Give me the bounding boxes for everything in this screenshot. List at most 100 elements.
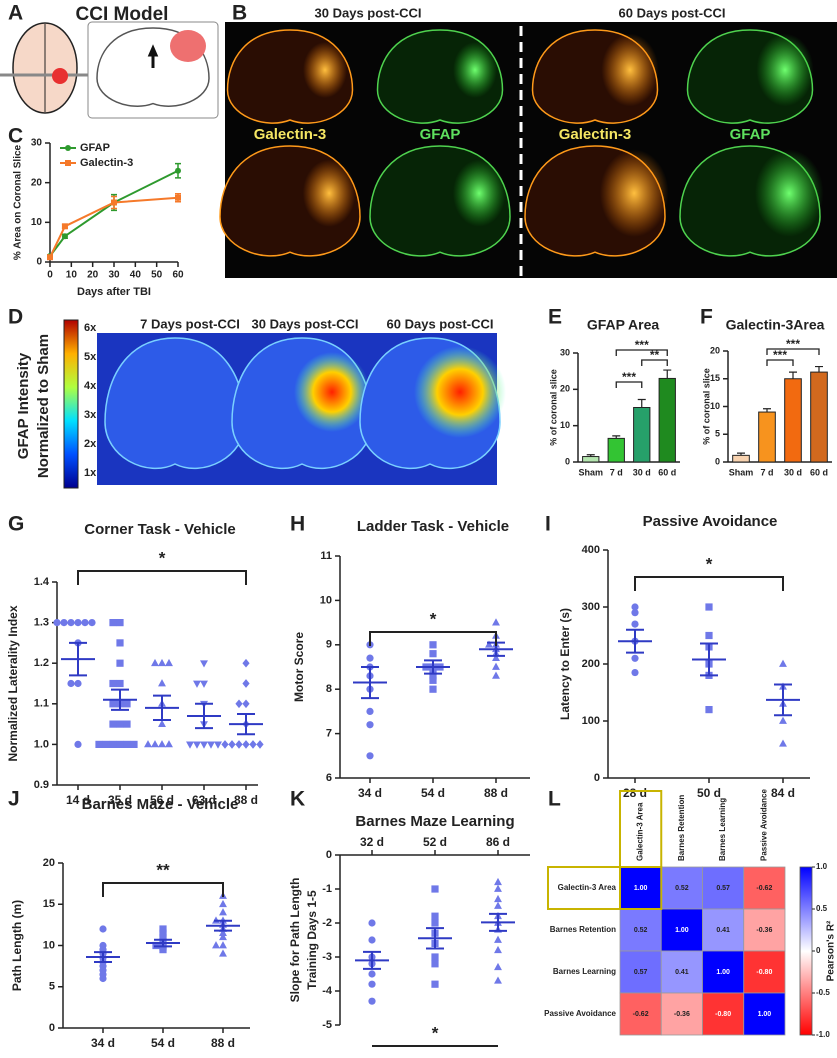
row-label: Barnes Retention (550, 925, 616, 934)
data-point (151, 658, 159, 667)
data-point (109, 700, 117, 708)
highlight-box (619, 866, 663, 910)
bar (658, 377, 676, 463)
data-point (158, 719, 166, 727)
x-tick-label: 7 d (760, 467, 773, 477)
data-point (779, 739, 787, 747)
intensity-hotspot (294, 352, 370, 432)
data-point (111, 199, 117, 206)
significance-label: ** (650, 348, 660, 362)
colorbar-title: Pearson's R² (826, 920, 837, 981)
x-tick-label: 88 d (484, 786, 508, 800)
data-point (429, 685, 437, 693)
heatmap-cell (660, 908, 703, 952)
x-tick-label: 56 d (150, 793, 174, 807)
error-bar (426, 927, 444, 950)
data-point (242, 699, 250, 709)
panel-letter: D (8, 306, 23, 329)
data-point (219, 932, 227, 941)
data-point (175, 194, 181, 201)
colorbar-title: Normalized to Sham (35, 334, 52, 478)
data-point (242, 740, 250, 749)
y-tick-label: 200 (582, 658, 600, 670)
y-axis-label: Motor Score (292, 632, 306, 702)
y-tick-label: 0.9 (34, 779, 49, 791)
data-point (109, 679, 117, 688)
error-bar (195, 702, 213, 730)
column-title: 7 Days post-CCI (140, 316, 240, 331)
bar (732, 454, 750, 463)
y-tick-label: 1.2 (34, 657, 49, 669)
x-tick-label: 54 d (421, 786, 445, 800)
y-axis-label: % Area on Coronal Slice (13, 144, 24, 260)
colorbar-tick-label: -0.5 (816, 988, 830, 997)
error-bar (637, 398, 646, 408)
cell-label: 0.41 (675, 969, 689, 976)
stain-label: GFAP (730, 126, 771, 143)
x-tick-label: 88 d (211, 1036, 235, 1050)
panel-letter: E (548, 306, 562, 329)
data-point (492, 662, 500, 670)
data-point (123, 720, 131, 728)
data-point (492, 618, 500, 626)
x-tick-label: 86 d (486, 835, 510, 849)
y-tick-label: 9 (326, 639, 332, 651)
significance-bracket (641, 359, 668, 366)
colorbar (63, 319, 79, 489)
data-point (429, 650, 437, 658)
colorbar-label: 4x (84, 380, 97, 392)
x-tick-label: 0 (47, 270, 53, 281)
x-axis-label: Days after TBI (77, 286, 151, 298)
significance-label: * (159, 548, 166, 567)
column-label: Barnes Retention (677, 795, 686, 861)
y-tick-label: 8 (326, 683, 332, 695)
y-tick-label: 15 (43, 898, 55, 910)
colorbar (799, 866, 813, 1036)
significance-bracket (77, 570, 247, 585)
lesion-signal (302, 159, 356, 227)
data-point (705, 603, 713, 611)
x-tick-label: 34 d (91, 1036, 115, 1050)
y-axis-label: Slope for Path Length (288, 878, 302, 1003)
data-point (429, 641, 437, 649)
data-point (219, 949, 227, 957)
heatmap-cell (743, 992, 786, 1036)
data-point (431, 919, 439, 927)
error-bar (586, 454, 595, 457)
error-bar (700, 642, 718, 677)
data-point (200, 660, 208, 668)
cell-label: 1.00 (675, 927, 689, 934)
y-axis-label: % of coronal slice (548, 369, 558, 446)
y-tick-label: 10 (560, 420, 570, 430)
x-tick-label: 30 d (784, 467, 802, 477)
data-point (368, 919, 376, 927)
significance-bracket (766, 359, 794, 366)
error-bar (774, 683, 792, 717)
data-point (494, 945, 502, 954)
x-tick-label: 20 (87, 270, 99, 281)
data-point (249, 740, 257, 749)
data-point (193, 680, 201, 688)
y-tick-label: 10 (320, 594, 332, 606)
data-point (214, 741, 222, 749)
x-tick-label: 88 d (234, 793, 258, 807)
data-point (705, 631, 713, 640)
x-tick-label: 35 d (108, 793, 132, 807)
x-tick-label: 28 d (623, 786, 647, 800)
data-point (116, 720, 124, 728)
x-tick-label: 60 d (810, 467, 828, 477)
y-tick-label: 0 (326, 849, 332, 861)
chart-title: Barnes Maze - Vehicle (82, 796, 239, 813)
bar (582, 456, 600, 463)
y-tick-label: 400 (582, 544, 600, 556)
error-bar (237, 712, 255, 736)
x-tick-label: 30 d (633, 467, 651, 477)
y-tick-label: 1.1 (34, 698, 49, 710)
y-axis-label: Latency to Enter (s) (558, 608, 572, 720)
data-point (779, 716, 787, 724)
data-point (116, 619, 124, 627)
legend-marker (65, 160, 71, 166)
data-point (109, 740, 117, 748)
ventricle (147, 44, 159, 68)
significance-label: * (430, 609, 437, 628)
